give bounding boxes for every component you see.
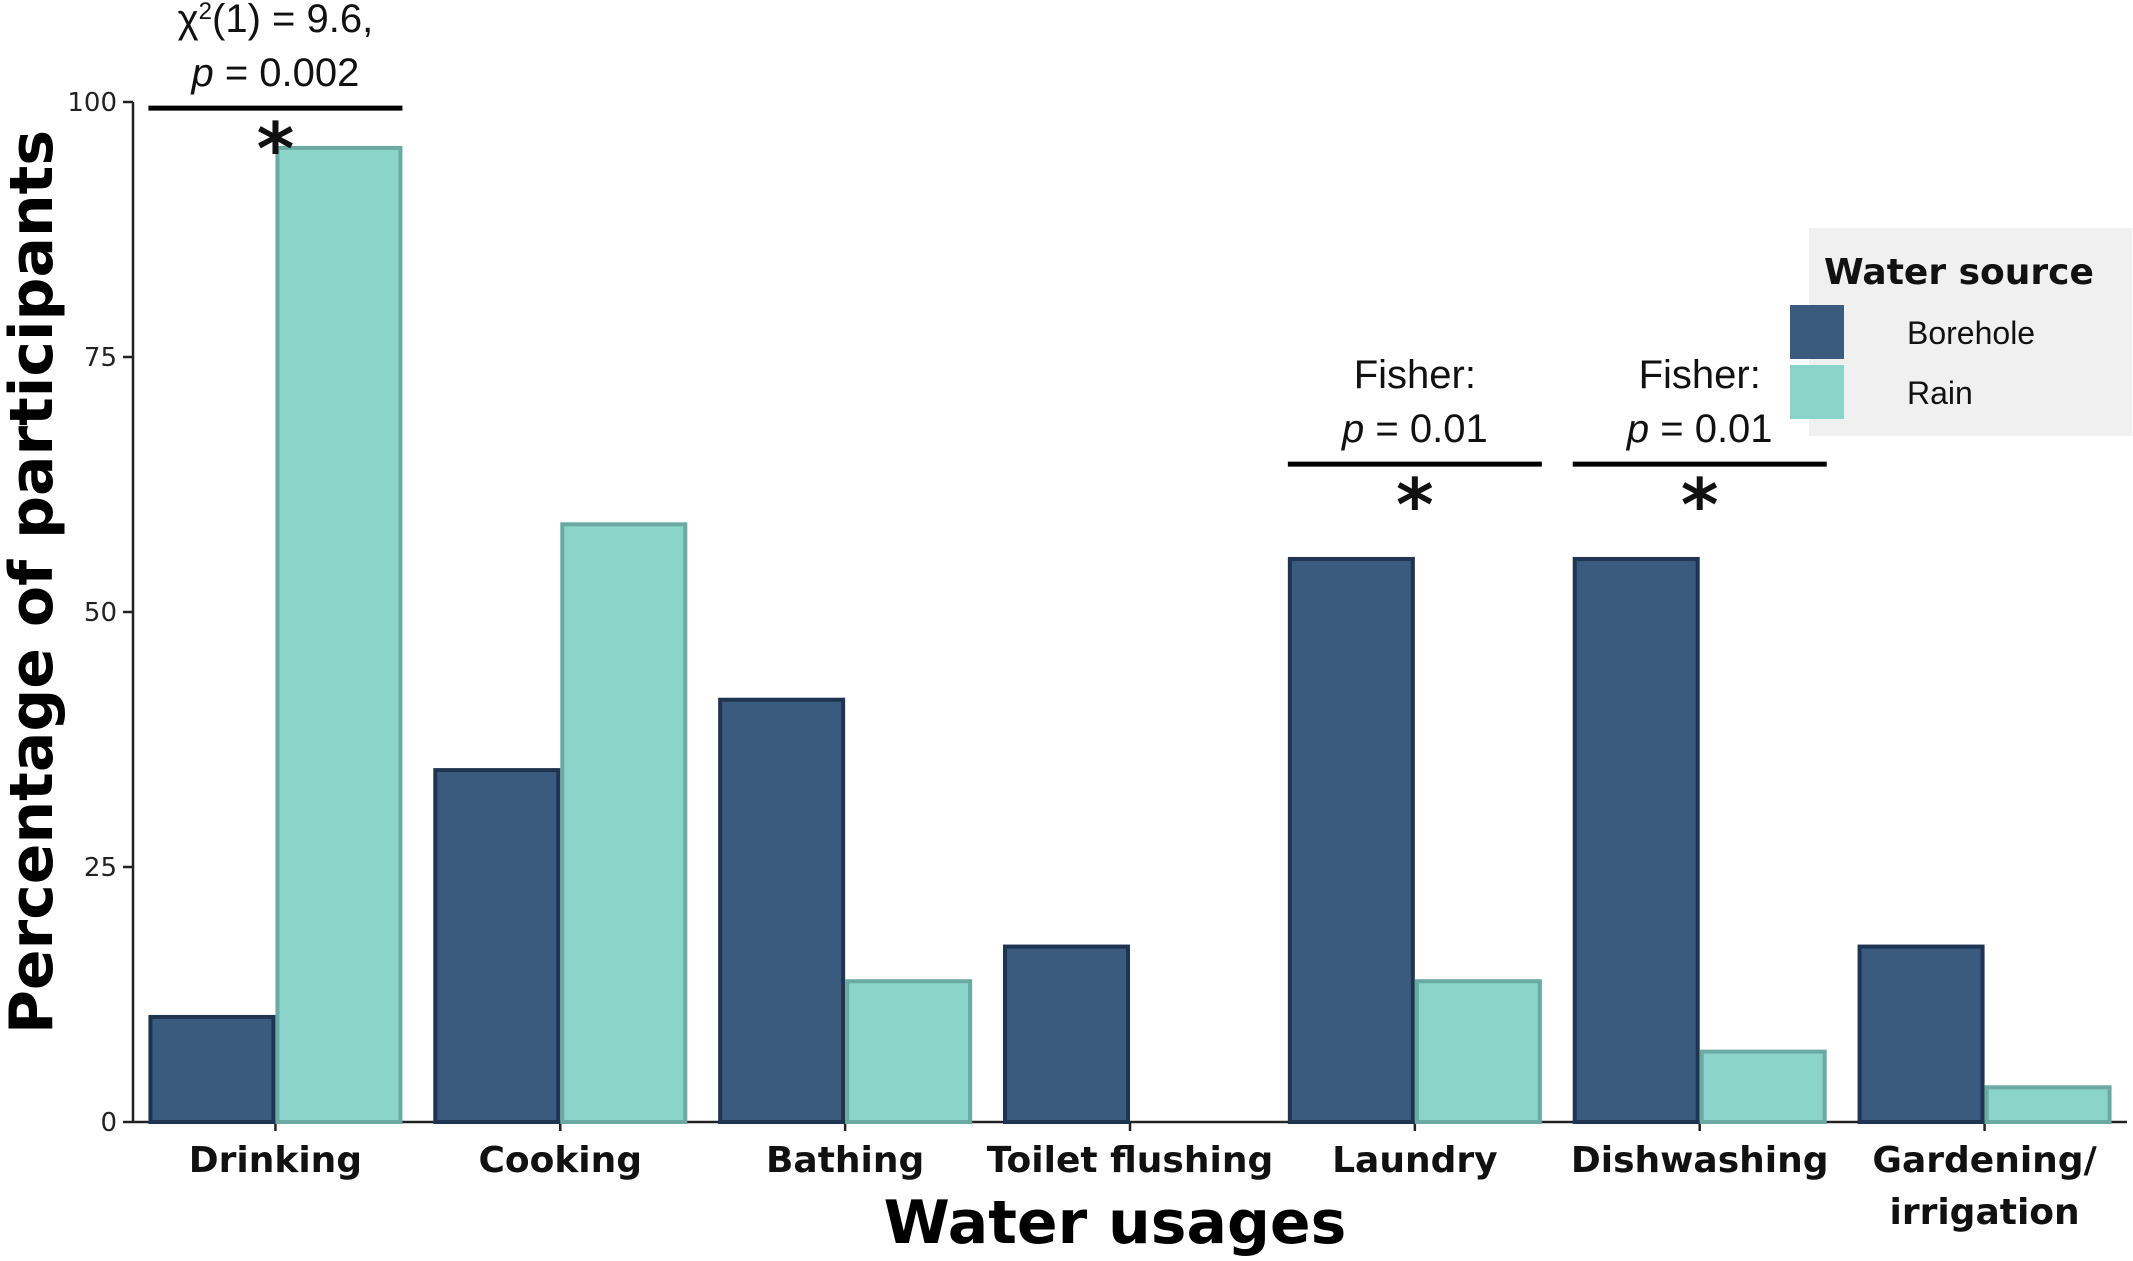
bar-borehole-laundry [1287, 556, 1415, 1124]
bar-rain-dishwashing [1699, 1049, 1827, 1124]
y-axis-title: Percentage of participants [0, 130, 67, 1034]
y-tick-label: 50 [84, 598, 117, 628]
bar-rain-cooking [560, 522, 688, 1124]
annotation-text: p = 0.01 [1341, 407, 1488, 451]
x-tick-label: Cooking [478, 1140, 642, 1181]
x-tick-label: Toilet flushing [987, 1140, 1273, 1181]
y-tick-label: 25 [84, 853, 117, 883]
annotation-text: p = 0.002 [190, 51, 359, 95]
legend-label-borehole: Borehole [1907, 315, 2035, 351]
significance-star: * [257, 107, 295, 191]
bar-rain-drinking [275, 145, 403, 1124]
annotation-text: Fisher: [1354, 353, 1476, 397]
bar-borehole-toilet-flushing [1003, 944, 1130, 1124]
legend: Water source Borehole Rain [1790, 228, 2132, 436]
annotation-text: χ2(1) = 9.6, [178, 0, 374, 41]
y-tick-label: 75 [84, 343, 117, 373]
significance-annotations: * χ2(1) = 9.6, p = 0.002 * Fisher: p = 0.01 * F… [148, 0, 1827, 547]
x-tick-label: Dishwashing [1571, 1140, 1829, 1181]
annotation-text: p = 0.01 [1626, 407, 1773, 451]
bar-borehole-dishwashing [1572, 556, 1700, 1124]
x-tick-label: Bathing [766, 1140, 924, 1181]
bar-borehole-drinking [148, 1014, 276, 1124]
x-tick-label: Drinking [189, 1140, 362, 1181]
x-tick-label: Laundry [1332, 1140, 1497, 1181]
legend-label-rain: Rain [1907, 375, 1973, 411]
bars [148, 145, 2112, 1124]
y-tick-label: 100 [67, 88, 117, 118]
bar-borehole-bathing [718, 697, 846, 1124]
legend-background [1809, 228, 2132, 436]
x-axis-title: Water usages [884, 1188, 1347, 1258]
bar-borehole-cooking [433, 768, 561, 1124]
significance-star: * [1396, 463, 1434, 547]
bar-rain-bathing [845, 979, 973, 1124]
y-tick-label: 0 [100, 1108, 117, 1138]
annotation-text: Fisher: [1639, 353, 1761, 397]
x-tick-labels: Drinking Cooking Bathing Toilet flushing Lau… [189, 1140, 2098, 1233]
legend-swatch-borehole [1790, 305, 1844, 359]
x-tick-label: Gardening/irrigation [1872, 1140, 2097, 1233]
legend-title: Water source [1824, 252, 2094, 293]
bar-rain-gardening-irrigation [1984, 1085, 2112, 1124]
bar-rain-laundry [1414, 979, 1542, 1124]
bar-borehole-gardening-irrigation [1857, 944, 1985, 1124]
legend-swatch-rain [1790, 365, 1844, 419]
significance-star: * [1681, 463, 1719, 547]
